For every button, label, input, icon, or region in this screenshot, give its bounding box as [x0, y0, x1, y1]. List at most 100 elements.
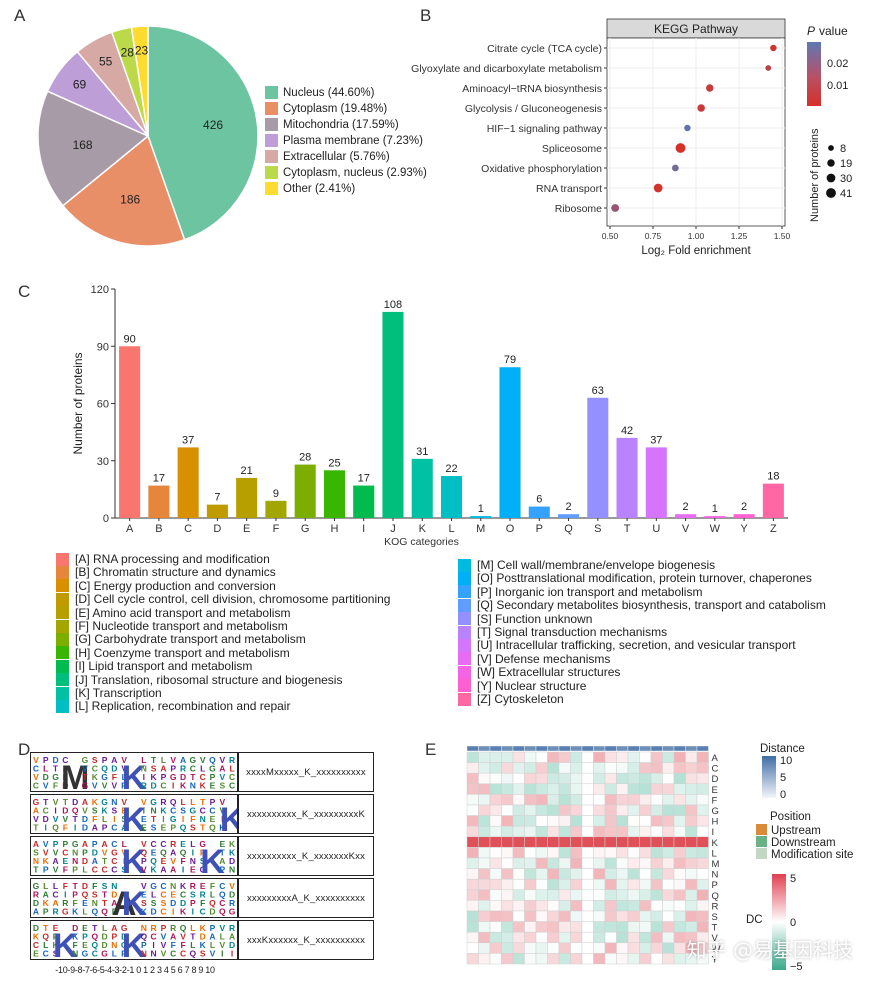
motif-glyph: C	[200, 806, 206, 816]
heatmap-row-label: L	[712, 848, 717, 859]
heatmap-cell	[673, 921, 686, 933]
heatmap-cell	[581, 953, 594, 965]
heatmap-cell	[501, 878, 514, 891]
heatmap-cell	[673, 772, 686, 785]
heatmap-cell	[593, 953, 606, 965]
heatmap-cell	[593, 921, 606, 933]
motif-glyph: L	[43, 940, 48, 950]
pie-legend-label: Extracellular (5.76%)	[283, 150, 390, 163]
kegg-pathway-label: RNA transport	[536, 183, 602, 195]
motif-glyph: T	[92, 923, 98, 933]
heatmap-cell	[581, 857, 594, 869]
heatmap-cell	[512, 815, 525, 827]
motif-glyph: Q	[72, 806, 79, 816]
heatmap-cell	[524, 825, 537, 838]
pie-slice-label: 168	[73, 138, 93, 152]
heatmap-cell	[696, 751, 709, 763]
motif-glyph: L	[190, 797, 195, 807]
kog-xtick-label: Q	[564, 523, 573, 535]
motif-glyph: C	[33, 781, 39, 791]
motif-glyph: P	[200, 848, 206, 858]
heatmap-cell	[604, 772, 617, 785]
heatmap-distance-cell	[501, 745, 514, 752]
heatmap-cell	[558, 931, 571, 944]
heatmap-cell	[581, 942, 594, 954]
motif-glyph: E	[210, 781, 216, 791]
heatmap-cell	[558, 783, 571, 795]
heatmap-cell	[547, 836, 560, 848]
heatmap-cell	[524, 868, 537, 880]
heatmap-cell	[685, 921, 698, 933]
motif-sequence: xxxKxxxxxx_K_xxxxxxxxxx	[238, 920, 374, 960]
motif-glyph: E	[141, 814, 147, 824]
heatmap-cell	[547, 878, 560, 891]
motif-glyph: N	[141, 764, 147, 774]
heatmap-cell	[466, 762, 479, 774]
kog-legend-item: [G] Carbohydrate transport and metabolis…	[56, 632, 306, 646]
motif-glyph: S	[151, 898, 157, 908]
kog-legend-item: [H] Coenzyme transport and metabolism	[56, 646, 290, 660]
heatmap-cell	[535, 868, 548, 880]
motif-glyph: F	[73, 898, 78, 908]
heatmap-cell	[639, 836, 652, 848]
heatmap-cell	[489, 794, 502, 806]
heatmap-cell	[524, 910, 537, 922]
heatmap-cell	[662, 751, 675, 763]
kog-legend-swatch	[56, 659, 69, 673]
motif-glyph: C	[219, 898, 225, 908]
motif-glyph: V	[170, 755, 176, 765]
motif-glyph: S	[92, 755, 98, 765]
motif-glyph: N	[111, 940, 117, 950]
motif-glyph: L	[122, 772, 127, 782]
motif-glyph: S	[151, 764, 157, 774]
heatmap-cell	[627, 847, 640, 859]
motif-glyph: D	[43, 814, 49, 824]
motif-glyph: V	[219, 755, 225, 765]
motif-glyph: G	[82, 755, 89, 765]
motif-glyph: E	[161, 823, 167, 833]
motif-glyph: A	[102, 839, 108, 849]
motif-glyph: T	[102, 856, 108, 866]
motif-glyph: E	[82, 923, 88, 933]
kog-legend-swatch	[458, 638, 471, 652]
motif-glyph: P	[72, 890, 78, 900]
heatmap-cell	[581, 836, 594, 848]
heatmap-cell	[639, 942, 652, 954]
heatmap-cell	[616, 857, 629, 869]
kog-bar	[587, 397, 609, 518]
heatmap-cell	[535, 751, 548, 763]
kog-bar-value: 79	[504, 354, 516, 366]
kog-xtick-label: E	[243, 523, 250, 535]
heatmap-cell	[581, 783, 594, 795]
motif-glyph: T	[102, 898, 108, 908]
size-legend-label: 41	[840, 188, 852, 200]
pie-legend-swatch	[265, 166, 278, 179]
heatmap-cell	[673, 910, 686, 922]
heatmap-cell	[570, 910, 583, 922]
motif-glyph: K	[72, 907, 79, 917]
motif-glyph: F	[92, 881, 97, 891]
heatmap-row-label: P	[712, 880, 718, 891]
heatmap-cell	[662, 931, 675, 944]
heatmap-cell	[501, 900, 514, 912]
motif-glyph: E	[121, 806, 127, 816]
pie-legend-swatch	[265, 118, 278, 131]
motif-glyph: P	[219, 865, 225, 875]
heatmap-cell	[627, 900, 640, 912]
motif-glyph: C	[160, 881, 166, 891]
motif-glyph: S	[33, 848, 39, 858]
kog-legend-item: [K] Transcription	[56, 686, 162, 700]
kegg-xtick-label: 1.00	[688, 231, 705, 241]
distance-tick-label: 10	[780, 755, 792, 767]
heatmap-cell	[662, 783, 675, 795]
heatmap-cell	[673, 751, 686, 763]
motif-glyph: T	[73, 881, 79, 891]
heatmap-cell	[547, 825, 560, 838]
kog-legend-item: [Q] Secondary metabolites biosynthesis, …	[458, 598, 826, 612]
motif-glyph: T	[151, 814, 157, 824]
dc-tick-label: 5	[790, 873, 796, 885]
heatmap-cell	[604, 815, 617, 827]
heatmap-cell	[696, 794, 709, 806]
heatmap-cell	[535, 900, 548, 912]
